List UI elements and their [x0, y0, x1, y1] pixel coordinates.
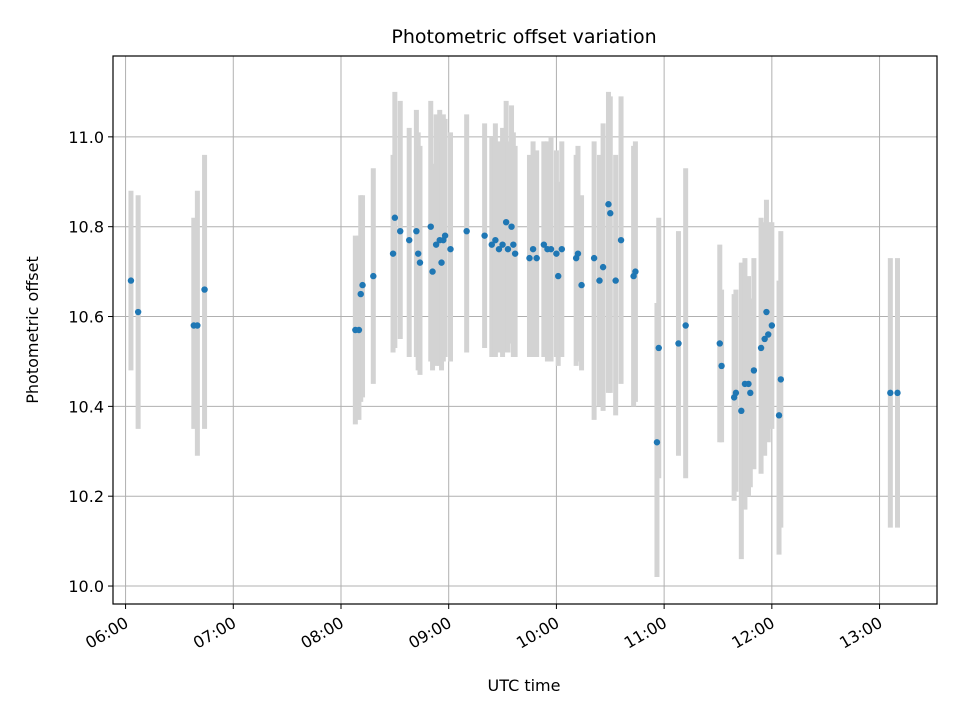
x-tick-label: 09:00 [405, 613, 454, 653]
data-point [499, 241, 506, 248]
data-point [763, 308, 770, 316]
x-tick-label: 10:00 [513, 613, 562, 653]
grid-lines [113, 56, 937, 604]
data-point [127, 277, 135, 284]
y-tick-label: 10.4 [68, 397, 104, 416]
chart-title: Photometric offset variation [391, 26, 656, 48]
x-tick-label: 11:00 [621, 613, 670, 653]
data-point [529, 245, 537, 253]
data-point [406, 236, 413, 244]
data-point [427, 223, 434, 230]
data-point [768, 322, 776, 329]
data-point [438, 259, 445, 266]
data-point [605, 201, 612, 208]
data-point [738, 407, 745, 415]
data-point [750, 367, 758, 374]
data-point [540, 241, 548, 248]
data-point [441, 232, 449, 239]
data-point [653, 439, 661, 446]
data-point [590, 254, 598, 262]
data-point [718, 362, 725, 370]
data-point [526, 254, 533, 262]
data-point [553, 250, 560, 257]
data-point [578, 281, 585, 289]
error-bars [128, 91, 901, 578]
x-tick-label: 08:00 [298, 613, 347, 653]
y-tick-label: 11.0 [68, 128, 104, 147]
data-point [432, 241, 440, 248]
data-point [134, 308, 142, 316]
data-point [488, 241, 495, 248]
x-tick-label: 12:00 [728, 613, 777, 653]
x-axis-ticks: 06:00 07:00 08:00 09:00 10:00 11:00 12:00 13:00 [82, 604, 886, 653]
data-point [359, 281, 366, 289]
data-point [391, 214, 399, 221]
data-point [357, 290, 364, 298]
data-point [194, 322, 201, 329]
x-tick-label: 13:00 [836, 613, 885, 653]
data-point [745, 380, 752, 388]
data-point [558, 245, 566, 253]
data-point [447, 245, 454, 253]
data-point [682, 322, 689, 329]
data-point [777, 376, 785, 383]
data-point [201, 286, 208, 293]
data-point [429, 268, 436, 275]
x-tick-label: 07:00 [190, 613, 239, 653]
data-point [481, 232, 488, 239]
data-point [765, 331, 772, 338]
data-point [495, 245, 503, 253]
x-tick-label: 06:00 [82, 613, 131, 653]
data-point [389, 250, 397, 257]
data-point [761, 335, 768, 343]
data-point [894, 389, 901, 397]
y-axis-label: Photometric offset [23, 256, 42, 404]
data-point [533, 254, 540, 262]
data-point [463, 227, 470, 235]
data-point [414, 250, 422, 257]
data-point [370, 272, 377, 280]
y-tick-label: 10.6 [68, 308, 104, 327]
data-point [887, 389, 894, 397]
data-point [355, 326, 363, 334]
data-point [504, 245, 512, 253]
data-point [508, 223, 515, 230]
data-point [757, 344, 765, 352]
plot-frame [112, 55, 938, 605]
data-point [416, 259, 424, 266]
data-point [502, 218, 510, 226]
data-point [596, 277, 603, 284]
y-axis-ticks: 10.0 10.2 10.4 10.6 10.8 11.0 [68, 128, 113, 596]
data-point [547, 245, 555, 253]
data-point [599, 263, 607, 271]
data-point [574, 250, 582, 257]
y-tick-label: 10.0 [68, 577, 104, 596]
data-point [612, 277, 619, 284]
data-point [655, 344, 662, 352]
data-point [732, 389, 740, 397]
data-point [397, 227, 404, 235]
data-point [675, 340, 682, 347]
data-point [716, 340, 723, 347]
data-point [510, 241, 517, 248]
data-point [775, 412, 783, 419]
data-point [492, 236, 499, 244]
data-points [127, 201, 901, 446]
data-point [413, 227, 420, 235]
data-point [607, 210, 614, 217]
y-tick-label: 10.2 [68, 487, 104, 506]
data-point [511, 250, 519, 257]
data-point [617, 236, 625, 244]
x-axis-label: UTC time [488, 676, 561, 695]
y-tick-label: 10.8 [68, 218, 104, 237]
data-point [632, 268, 639, 275]
data-point [555, 272, 562, 280]
data-point [747, 389, 754, 397]
